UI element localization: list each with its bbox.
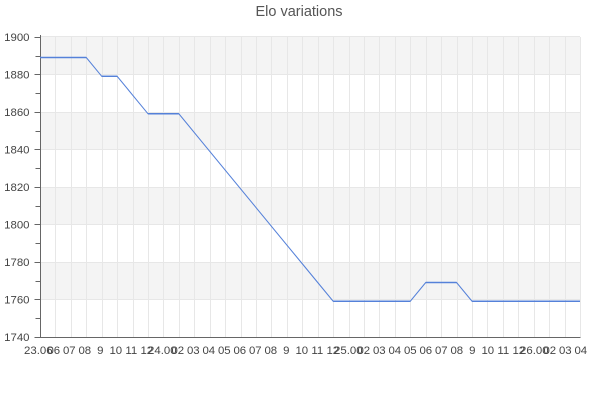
- svg-text:08: 08: [450, 345, 463, 357]
- svg-text:05: 05: [404, 345, 417, 357]
- svg-text:25.00: 25.00: [334, 345, 363, 357]
- svg-text:26.00: 26.00: [520, 345, 549, 357]
- svg-text:08: 08: [78, 345, 91, 357]
- svg-text:08: 08: [264, 345, 277, 357]
- svg-text:04: 04: [574, 345, 587, 357]
- svg-text:05: 05: [218, 345, 231, 357]
- svg-text:1800: 1800: [4, 219, 29, 231]
- svg-text:11: 11: [497, 345, 509, 357]
- svg-text:1880: 1880: [4, 69, 29, 81]
- svg-text:1860: 1860: [4, 107, 29, 119]
- svg-text:1780: 1780: [4, 257, 29, 269]
- svg-text:10: 10: [109, 345, 122, 357]
- svg-text:1740: 1740: [4, 332, 29, 344]
- svg-text:9: 9: [97, 345, 103, 357]
- svg-text:1900: 1900: [4, 32, 29, 44]
- svg-text:11: 11: [125, 345, 137, 357]
- svg-text:9: 9: [283, 345, 289, 357]
- svg-text:1820: 1820: [4, 182, 29, 194]
- svg-text:07: 07: [435, 345, 448, 357]
- svg-text:06: 06: [233, 345, 246, 357]
- svg-text:12: 12: [140, 345, 153, 357]
- svg-text:07: 07: [249, 345, 262, 357]
- svg-text:02: 02: [171, 345, 184, 357]
- svg-text:1840: 1840: [4, 144, 29, 156]
- svg-text:03: 03: [187, 345, 200, 357]
- svg-text:10: 10: [295, 345, 308, 357]
- svg-text:04: 04: [388, 345, 401, 357]
- svg-text:04: 04: [202, 345, 215, 357]
- svg-text:11: 11: [311, 345, 323, 357]
- svg-text:23.06: 23.06: [24, 345, 53, 357]
- svg-text:06: 06: [419, 345, 432, 357]
- svg-text:Elo variations: Elo variations: [255, 4, 342, 20]
- svg-text:10: 10: [481, 345, 494, 357]
- svg-text:07: 07: [63, 345, 76, 357]
- svg-text:12: 12: [512, 345, 525, 357]
- svg-text:03: 03: [373, 345, 386, 357]
- svg-text:02: 02: [543, 345, 556, 357]
- svg-text:1760: 1760: [4, 294, 29, 306]
- svg-text:24.00: 24.00: [148, 345, 177, 357]
- svg-text:03: 03: [559, 345, 572, 357]
- svg-text:9: 9: [469, 345, 475, 357]
- svg-text:12: 12: [326, 345, 339, 357]
- svg-text:02: 02: [357, 345, 370, 357]
- svg-text:06: 06: [47, 345, 60, 357]
